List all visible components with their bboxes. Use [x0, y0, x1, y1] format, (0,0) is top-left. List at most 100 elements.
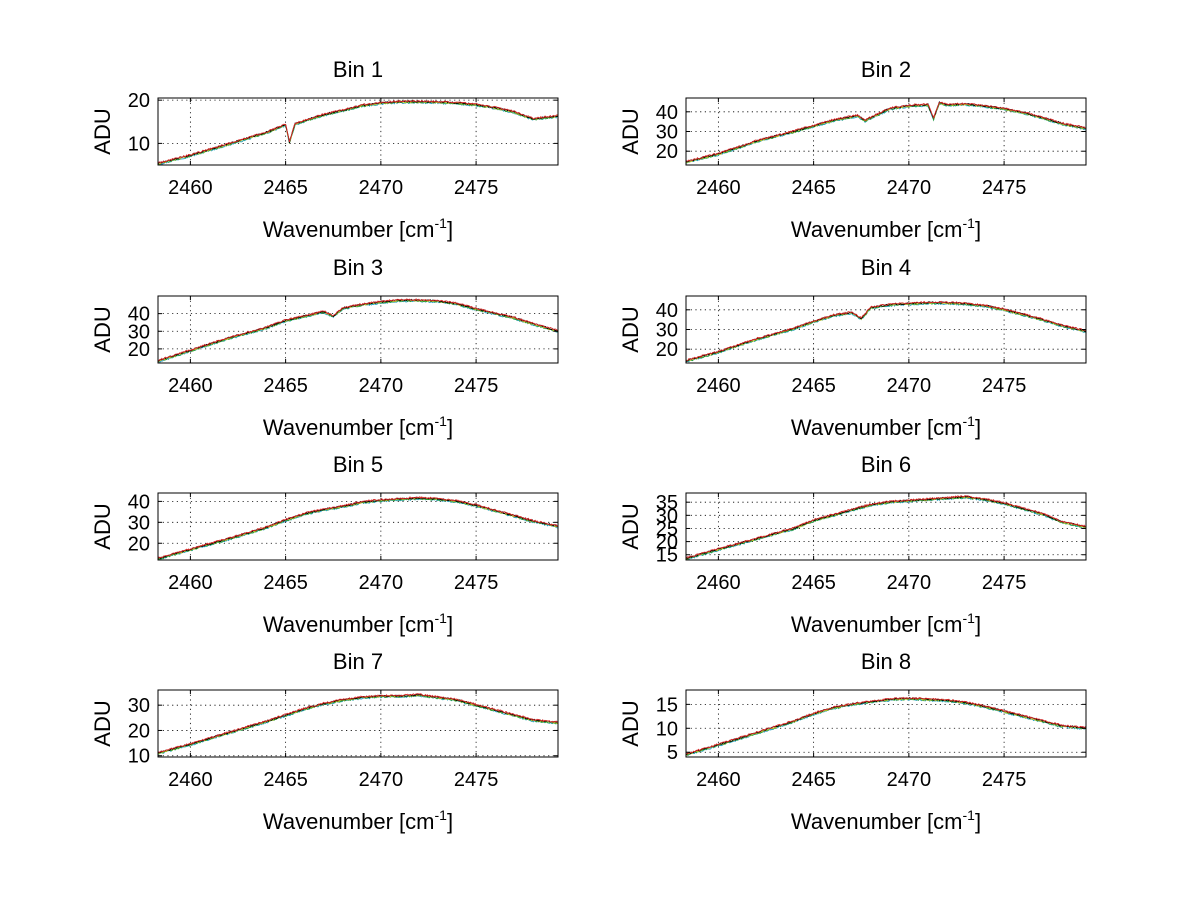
series-line — [158, 298, 558, 362]
panels: Bin 1 2460 2465 2470 2475 10 20 ADU Wavenumber [… — [90, 57, 1087, 834]
x-axis-label-superscript: -1 — [963, 610, 976, 626]
y-tick-label: 20 — [656, 532, 678, 554]
subplot-title: Bin 4 — [861, 255, 911, 280]
x-axis-label-superscript: -1 — [963, 215, 976, 231]
x-axis-label-text: Wavenumber [cm — [791, 217, 963, 242]
x-tick-label: 2460 — [168, 177, 213, 199]
subplot-title: Bin 8 — [861, 649, 911, 674]
y-tick-label: 40 — [656, 102, 678, 124]
axes-box — [157, 492, 559, 561]
y-tick-label: 20 — [128, 90, 150, 112]
y-tick-label: 35 — [656, 492, 678, 514]
x-tick-label: 2470 — [887, 769, 932, 791]
subplot-bin-7: Bin 7 2460 2465 2470 2475 10 20 30 ADU Wavenumber… — [90, 649, 559, 834]
x-tick-label: 2465 — [791, 177, 836, 199]
x-axis-label-close: ] — [447, 415, 453, 440]
subplot-title: Bin 5 — [333, 452, 383, 477]
y-tick-label: 30 — [128, 321, 150, 343]
x-axis-label-text: Wavenumber [cm — [791, 415, 963, 440]
x-axis-label-close: ] — [447, 217, 453, 242]
series-lines — [158, 298, 558, 363]
x-axis-label-superscript: -1 — [435, 610, 448, 626]
subplot-title: Bin 6 — [861, 452, 911, 477]
series-lines — [686, 300, 1086, 363]
y-tick-label: 30 — [656, 505, 678, 527]
x-axis-label-text: Wavenumber [cm — [263, 415, 435, 440]
x-tick-label: 2475 — [982, 572, 1027, 594]
x-tick-label: 2475 — [982, 177, 1027, 199]
x-tick-label: 2470 — [887, 375, 932, 397]
x-tick-label: 2465 — [791, 769, 836, 791]
y-tick-label: 30 — [656, 320, 678, 342]
y-axis-label: ADU — [90, 503, 115, 549]
series-line — [686, 495, 1086, 559]
y-tick-label: 30 — [128, 695, 150, 717]
x-tick-label: 2470 — [359, 375, 404, 397]
x-tick-label: 2460 — [696, 572, 741, 594]
y-tick-label: 40 — [128, 491, 150, 513]
x-tick-label: 2470 — [359, 572, 404, 594]
x-axis-label-text: Wavenumber [cm — [263, 217, 435, 242]
x-axis-label-close: ] — [975, 809, 981, 834]
y-tick-label: 40 — [656, 300, 678, 322]
x-tick-label: 2465 — [791, 375, 836, 397]
y-tick-label: 40 — [128, 304, 150, 326]
x-tick-label: 2475 — [454, 375, 499, 397]
axes-box — [157, 295, 559, 364]
series-lines — [158, 99, 558, 165]
x-tick-label: 2475 — [454, 177, 499, 199]
series-lines — [158, 496, 558, 560]
x-axis-label: Wavenumber [cm-1] — [263, 215, 453, 242]
axes-box — [157, 689, 559, 758]
subplot-title: Bin 2 — [861, 57, 911, 82]
x-tick-label: 2465 — [263, 572, 308, 594]
y-tick-label: 20 — [656, 141, 678, 163]
x-tick-label: 2465 — [791, 572, 836, 594]
series-line — [686, 101, 1086, 162]
x-axis-label-text: Wavenumber [cm — [791, 809, 963, 834]
y-tick-label: 30 — [128, 512, 150, 534]
y-tick-label: 20 — [128, 533, 150, 555]
x-axis-label: Wavenumber [cm-1] — [791, 413, 981, 440]
y-tick-label: 15 — [656, 694, 678, 716]
y-tick-label: 10 — [656, 718, 678, 740]
x-axis-label-superscript: -1 — [963, 807, 976, 823]
x-tick-label: 2470 — [359, 769, 404, 791]
y-tick-label: 5 — [667, 742, 678, 764]
x-tick-label: 2470 — [887, 177, 932, 199]
x-tick-label: 2460 — [696, 375, 741, 397]
series-line — [686, 300, 1086, 361]
axes-box — [685, 492, 1087, 561]
x-axis-label: Wavenumber [cm-1] — [791, 215, 981, 242]
y-axis-label: ADU — [618, 700, 643, 746]
x-tick-label: 2470 — [359, 177, 404, 199]
series-lines — [686, 495, 1086, 560]
x-tick-label: 2460 — [168, 375, 213, 397]
x-axis-label-text: Wavenumber [cm — [791, 612, 963, 637]
x-axis-label-superscript: -1 — [435, 215, 448, 231]
series-line — [158, 693, 558, 753]
subplot-title: Bin 1 — [333, 57, 383, 82]
y-axis-label: ADU — [90, 700, 115, 746]
subplot-title: Bin 3 — [333, 255, 383, 280]
y-tick-label: 25 — [656, 518, 678, 540]
x-tick-label: 2460 — [168, 572, 213, 594]
series-line — [158, 498, 558, 560]
x-axis-label-close: ] — [975, 415, 981, 440]
x-axis-label: Wavenumber [cm-1] — [791, 807, 981, 834]
y-tick-label: 15 — [656, 545, 678, 567]
x-axis-label-close: ] — [447, 612, 453, 637]
axes-box — [157, 97, 559, 166]
x-tick-label: 2460 — [168, 769, 213, 791]
y-tick-label: 10 — [128, 133, 150, 155]
series-line — [158, 299, 558, 363]
x-axis-label: Wavenumber [cm-1] — [263, 807, 453, 834]
x-tick-label: 2465 — [263, 769, 308, 791]
x-tick-label: 2470 — [887, 572, 932, 594]
x-axis-label-superscript: -1 — [963, 413, 976, 429]
subplot-bin-1: Bin 1 2460 2465 2470 2475 10 20 ADU Wavenumber [… — [90, 57, 559, 242]
